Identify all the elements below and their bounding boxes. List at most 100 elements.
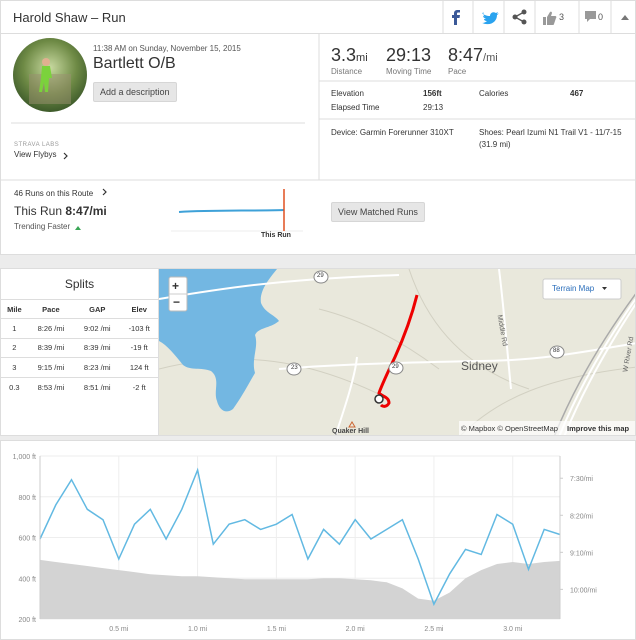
share-icon[interactable]	[512, 9, 527, 25]
split-row: 0.3 8:53 /mi 8:51 /mi -2 ft	[1, 377, 158, 397]
split-cell: 3	[12, 362, 17, 372]
split-cell: 8:39 /mi	[37, 343, 65, 353]
flybys-link[interactable]: View Flybys	[14, 150, 57, 159]
activity-name: Bartlett O/B	[93, 55, 176, 72]
splits-header-row: Mile Pace GAP Elev	[1, 299, 158, 319]
split-cell: 1	[12, 323, 17, 333]
moving-time-label: Moving Time	[386, 67, 432, 76]
labs-label: STRAVA LABS	[14, 142, 60, 148]
activity-datetime: 11:38 AM on Sunday, November 15, 2015	[93, 44, 241, 53]
x-tick-label: 2.0 mi	[346, 626, 366, 633]
hill-label: Quaker Hill	[332, 428, 369, 435]
kudos-icon[interactable]	[543, 11, 557, 25]
activity-layout	[1, 34, 636, 232]
split-cell: 8:26 /mi	[37, 323, 65, 333]
route-shield: 88	[553, 348, 560, 354]
column-header: Pace	[42, 304, 60, 314]
elapsed-label: Elapsed Time	[331, 103, 380, 112]
column-header: Elev	[131, 304, 147, 314]
comment-count: 0	[598, 12, 603, 22]
moving-time-value: 29:13	[386, 45, 432, 65]
this-run-pace: 8:47/mi	[65, 204, 107, 218]
distance-number: 3.3	[331, 45, 357, 65]
route-shield: 23	[291, 365, 298, 371]
x-tick-label: 1.5 mi	[267, 626, 287, 633]
collapse-icon[interactable]	[621, 15, 629, 20]
y2-tick-label: 7:30/mi	[570, 476, 593, 483]
split-cell: 8:23 /mi	[83, 362, 111, 372]
split-cell: 8:39 /mi	[83, 343, 111, 353]
split-cell: -2 ft	[132, 382, 146, 392]
split-cell: 9:02 /mi	[83, 323, 111, 333]
route-shield: 29	[317, 273, 324, 279]
y-tick-label: 1,000 ft	[13, 454, 36, 461]
distance-unit: mi	[356, 52, 368, 64]
pace-value: 8:47/mi	[448, 45, 498, 66]
kudos-count: 3	[559, 12, 564, 22]
split-cell: 8:53 /mi	[37, 382, 65, 392]
town-label: Sidney	[461, 359, 498, 373]
zoom-in[interactable]: +	[172, 279, 180, 293]
elevation-label: Elevation	[331, 89, 364, 98]
map[interactable]: + − Terrain Map Sidney Quaker Hill Middl…	[158, 268, 636, 436]
y-tick-label: 800 ft	[18, 495, 36, 502]
splits-table: Mile Pace GAP Elev 1 8:26 /mi 9:02 /mi -103 ft…	[1, 299, 158, 397]
device: Device: Garmin Forerunner 310XT	[331, 128, 454, 137]
elevation-area	[40, 559, 560, 619]
route-start	[374, 394, 384, 404]
y-tick-label: 200 ft	[18, 617, 36, 624]
distance-value: 3.3mi	[331, 45, 368, 66]
map-canvas[interactable]	[159, 269, 636, 436]
y2-tick-label: 10:00/mi	[570, 587, 597, 594]
split-row: 1 8:26 /mi 9:02 /mi -103 ft	[1, 318, 158, 339]
comment-icon[interactable]	[585, 11, 596, 22]
calories-label: Calories	[479, 89, 509, 98]
trend-line	[178, 209, 285, 213]
split-row: 2 8:39 /mi 8:39 /mi -19 ft	[1, 338, 158, 358]
lake	[159, 269, 279, 412]
calories-value: 467	[570, 89, 584, 98]
add-description-button[interactable]: Add a description	[93, 82, 177, 102]
terrain-label[interactable]: Terrain Map	[552, 284, 595, 293]
shoes: Shoes: Pearl Izumi N1 Trail V1 - 11/7-15	[479, 128, 622, 137]
pace-label: Pace	[448, 67, 467, 76]
split-cell: 8:51 /mi	[83, 382, 111, 392]
map-attribution[interactable]: © Mapbox © OpenStreetMap	[461, 424, 558, 433]
twitter-icon[interactable]	[482, 12, 499, 25]
column-header: GAP	[89, 304, 106, 314]
this-run: This Run 8:47/mi	[14, 204, 107, 218]
split-cell: -103 ft	[128, 323, 150, 333]
split-cell: 9:15 /mi	[37, 362, 65, 372]
shoes-mileage: (31.9 mi)	[479, 140, 511, 149]
this-run-marker-label: This Run	[261, 232, 291, 239]
route-line	[377, 294, 419, 408]
split-cell: 124 ft	[129, 362, 149, 372]
y-tick-label: 400 ft	[18, 576, 36, 583]
y2-tick-label: 9:10/mi	[570, 550, 593, 557]
y2-tick-label: 8:20/mi	[570, 513, 593, 520]
pace-line	[39, 467, 561, 607]
terrain-button[interactable]	[542, 278, 622, 300]
y-tick-label: 600 ft	[18, 536, 36, 543]
elevation-value: 156ft	[423, 89, 442, 98]
matched-runs-button[interactable]: View Matched Runs	[331, 202, 425, 222]
splits-title: Splits	[64, 277, 95, 291]
trend-label: Trending Faster	[14, 222, 71, 231]
route-runs[interactable]: 46 Runs on this Route	[14, 189, 94, 198]
split-cell: 0.3	[9, 382, 20, 392]
improve-map-link[interactable]: Improve this map	[567, 424, 630, 433]
facebook-icon[interactable]	[452, 10, 460, 25]
x-tick-label: 0.5 mi	[109, 626, 129, 633]
distance-label: Distance	[331, 67, 363, 76]
split-cell: -19 ft	[130, 343, 148, 353]
header-bar: Harold Shaw – Run 3 0	[0, 0, 636, 34]
x-tick-label: 2.5 mi	[424, 626, 444, 633]
split-row: 3 9:15 /mi 8:23 /mi 124 ft	[1, 357, 158, 378]
elapsed-value: 29:13	[423, 103, 444, 112]
activity-panel: 11:38 AM on Sunday, November 15, 2015 Ba…	[0, 33, 636, 255]
column-header: Mile	[7, 304, 22, 314]
zoom-out[interactable]: −	[173, 295, 181, 309]
x-tick-label: 3.0 mi	[503, 626, 523, 633]
